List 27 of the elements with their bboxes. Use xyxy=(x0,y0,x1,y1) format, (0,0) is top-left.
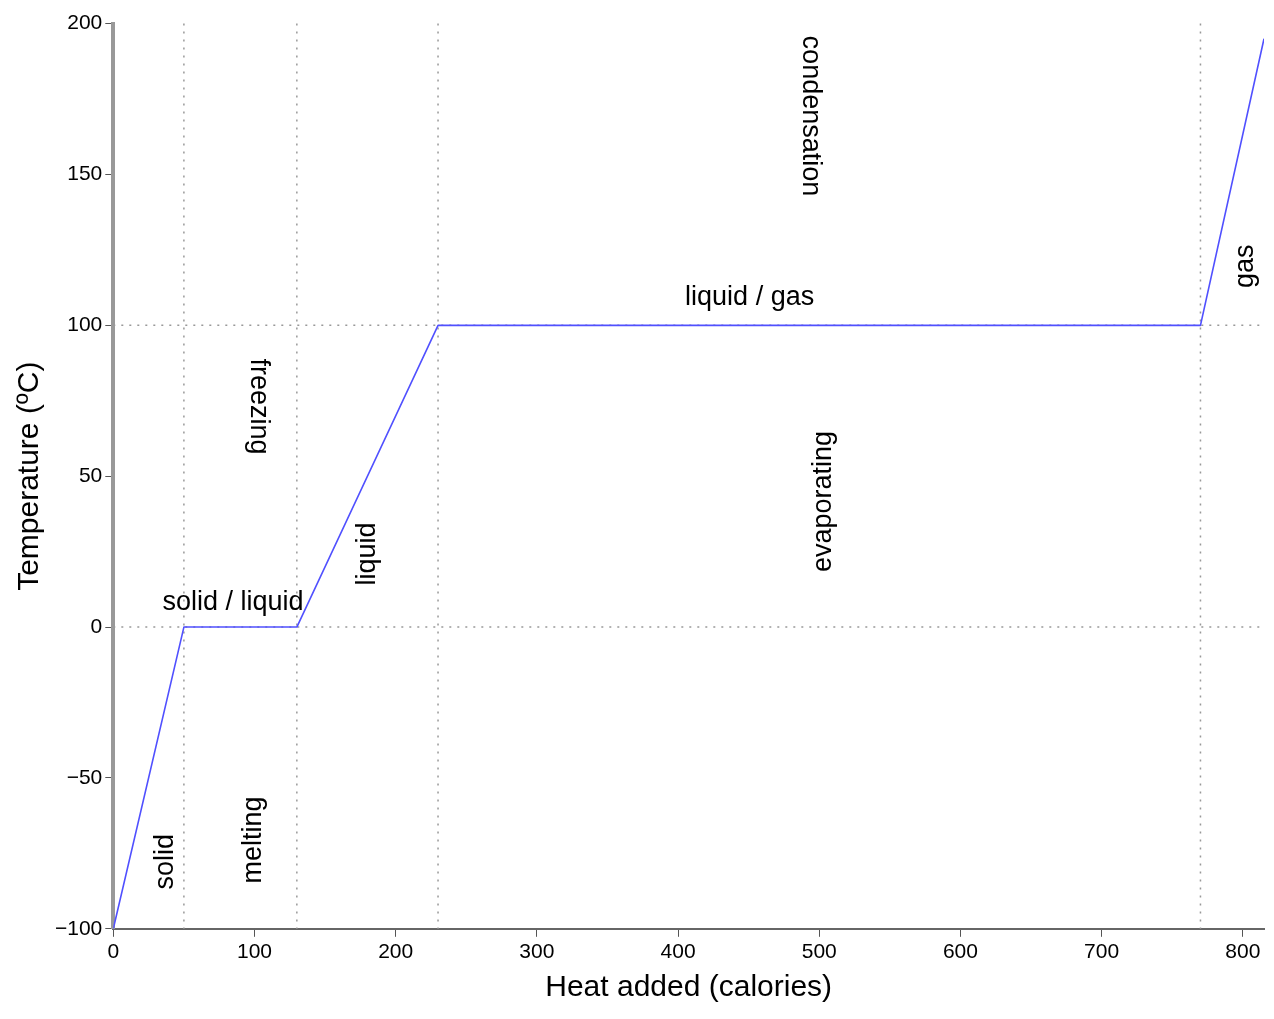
annotation: evaporating xyxy=(806,430,837,573)
annotation: condensation xyxy=(797,35,828,197)
x-axis-title: Heat added (calories) xyxy=(545,969,833,1003)
x-tick-label: 800 xyxy=(1225,939,1261,963)
y-tick-label: 0 xyxy=(90,613,103,637)
annotation: liquid / gas xyxy=(685,280,815,311)
annotation: melting xyxy=(237,796,268,884)
annotation: gas xyxy=(1229,244,1260,288)
x-tick-label: 200 xyxy=(378,939,414,963)
y-tick-label: 50 xyxy=(78,463,103,486)
y-tick-label: 150 xyxy=(67,161,103,185)
x-tick-label: 700 xyxy=(1084,939,1120,963)
x-tick-label: 300 xyxy=(519,939,555,963)
y-axis-title: Temperature (ºC) xyxy=(11,361,45,591)
annotation: liquid xyxy=(351,522,382,586)
y-tick-label: −100 xyxy=(54,915,103,939)
x-tick-label: 500 xyxy=(801,939,837,963)
annotation: solid / liquid xyxy=(162,586,304,617)
y-tick-label: 200 xyxy=(67,10,103,34)
annotation: solid xyxy=(148,834,179,890)
x-tick-label: 0 xyxy=(107,939,120,963)
x-tick-label: 100 xyxy=(236,939,273,963)
y-tick-label: −50 xyxy=(66,764,103,788)
y-tick-label: 100 xyxy=(67,312,103,336)
x-tick-label: 400 xyxy=(660,939,696,963)
x-tick-label: 600 xyxy=(942,939,978,963)
annotation: freezing xyxy=(244,358,275,455)
